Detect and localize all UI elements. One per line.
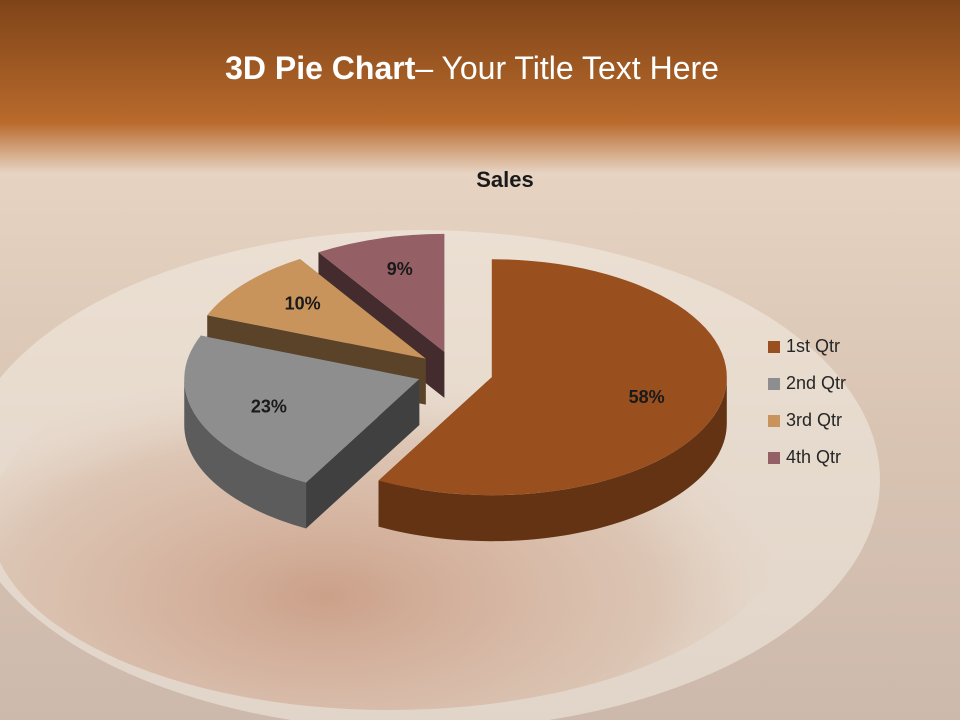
slice-wall [184, 379, 307, 529]
legend-label: 4th Qtr [786, 447, 841, 467]
slide-title: 3D Pie Chart– Your Title Text Here [225, 50, 719, 86]
legend-swatch [768, 415, 780, 427]
pie-slice: 58% [378, 259, 727, 542]
slice-top [207, 259, 426, 359]
slice-top [184, 335, 420, 483]
legend-swatch [768, 341, 780, 353]
legend-label: 3rd Qtr [786, 410, 842, 430]
pie-slice: 23% [184, 335, 420, 529]
data-label: 10% [285, 293, 321, 313]
slice-top [378, 259, 727, 496]
slice-wall [378, 377, 727, 542]
legend-label: 2nd Qtr [786, 373, 846, 393]
data-label: 23% [251, 397, 287, 417]
slice-top [318, 233, 445, 352]
legend-swatch [768, 378, 780, 390]
slide-title-bold: 3D Pie Chart [225, 50, 416, 86]
slide-title-rest: – Your Title Text Here [415, 50, 719, 86]
pie: 9% 10% 58% 23% [184, 233, 727, 542]
data-label: 58% [629, 387, 665, 407]
legend: 1st Qtr 2nd Qtr 3rd Qtr 4th Qtr [768, 336, 846, 467]
chart-title: Sales [476, 167, 534, 192]
legend-label: 1st Qtr [786, 336, 840, 356]
legend-swatch [768, 452, 780, 464]
data-label: 9% [387, 259, 413, 279]
